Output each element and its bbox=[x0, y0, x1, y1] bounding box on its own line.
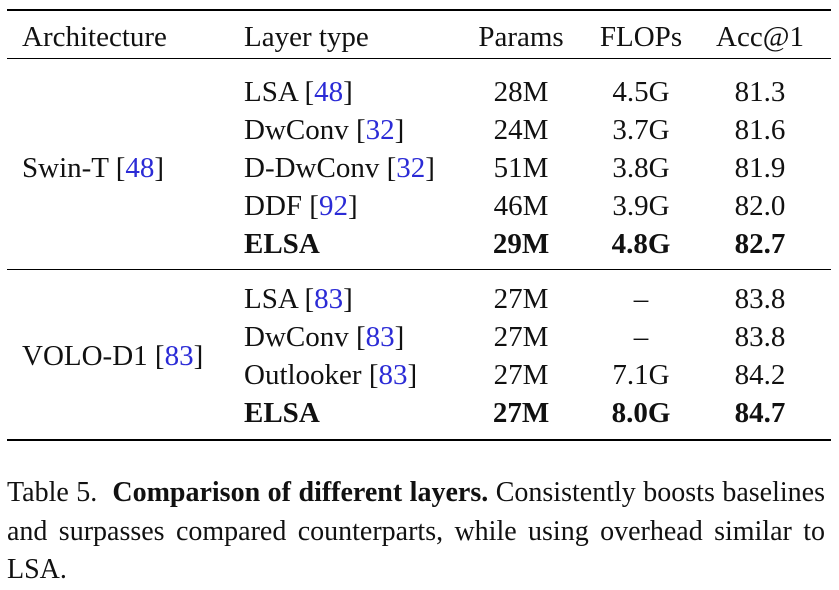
flops-cell: 4.8G bbox=[611, 228, 671, 260]
citation-link[interactable]: 92 bbox=[318, 190, 348, 222]
acc-cell: 81.3 bbox=[734, 76, 786, 108]
citation-link[interactable]: 83 bbox=[365, 321, 395, 353]
group-architecture: Swin-T [48] bbox=[22, 152, 165, 184]
acc-cell: 83.8 bbox=[734, 321, 786, 353]
layer-cell: D-DwConv [32] bbox=[244, 152, 435, 184]
group-rule bbox=[7, 269, 831, 270]
params-cell: 27M bbox=[493, 359, 549, 391]
flops-cell: 3.9G bbox=[612, 190, 670, 222]
citation-link[interactable]: 32 bbox=[365, 114, 395, 146]
top-rule bbox=[7, 9, 831, 11]
caption-title: Comparison of different layers. bbox=[112, 477, 489, 508]
header-rule bbox=[7, 58, 831, 59]
flops-cell: 4.5G bbox=[612, 76, 670, 108]
flops-cell: 3.8G bbox=[612, 152, 670, 184]
flops-cell: 7.1G bbox=[612, 359, 670, 391]
layer-cell: LSA [83] bbox=[244, 283, 353, 315]
layer-cell: DDF [92] bbox=[244, 190, 358, 222]
params-cell: 46M bbox=[493, 190, 549, 222]
acc-cell: 84.2 bbox=[734, 359, 786, 391]
header-params: Params bbox=[478, 21, 564, 53]
header-layer-type: Layer type bbox=[244, 21, 369, 53]
layer-cell-ours: ELSA bbox=[244, 228, 320, 260]
params-cell: 51M bbox=[493, 152, 549, 184]
flops-cell: 3.7G bbox=[612, 114, 670, 146]
citation-link[interactable]: 48 bbox=[314, 76, 344, 108]
citation-link[interactable]: 48 bbox=[125, 152, 155, 184]
citation-link[interactable]: 32 bbox=[396, 152, 426, 184]
layer-cell: DwConv [32] bbox=[244, 114, 405, 146]
header-acc: Acc@1 bbox=[716, 21, 804, 53]
acc-cell: 81.9 bbox=[734, 152, 786, 184]
caption-text: Consistently boosts baselines and surpas… bbox=[7, 477, 825, 585]
acc-cell: 81.6 bbox=[734, 114, 786, 146]
table-caption: Table 5. Comparison of different layers.… bbox=[7, 474, 825, 590]
params-cell: 27M bbox=[493, 321, 549, 353]
group-architecture: VOLO-D1 [83] bbox=[22, 340, 204, 372]
params-cell: 27M bbox=[492, 397, 550, 429]
acc-cell: 82.7 bbox=[734, 228, 786, 260]
header-flops: FLOPs bbox=[599, 21, 683, 53]
params-cell: 27M bbox=[493, 283, 549, 315]
header-architecture: Architecture bbox=[22, 21, 167, 53]
params-cell: 28M bbox=[493, 76, 549, 108]
layer-cell: LSA [48] bbox=[244, 76, 353, 108]
acc-cell: 83.8 bbox=[734, 283, 786, 315]
layer-cell-ours: ELSA bbox=[244, 397, 320, 429]
caption-label: Table 5. bbox=[7, 477, 98, 508]
params-cell: 29M bbox=[492, 228, 550, 260]
bottom-rule bbox=[7, 439, 831, 441]
layer-cell: DwConv [83] bbox=[244, 321, 405, 353]
acc-cell: 84.7 bbox=[734, 397, 786, 429]
flops-cell: – bbox=[633, 283, 649, 315]
citation-link[interactable]: 83 bbox=[314, 283, 344, 315]
citation-link[interactable]: 83 bbox=[164, 340, 194, 372]
flops-cell: 8.0G bbox=[611, 397, 671, 429]
layer-cell: Outlooker [83] bbox=[244, 359, 418, 391]
params-cell: 24M bbox=[493, 114, 549, 146]
acc-cell: 82.0 bbox=[734, 190, 786, 222]
flops-cell: – bbox=[633, 321, 649, 353]
citation-link[interactable]: 83 bbox=[378, 359, 408, 391]
